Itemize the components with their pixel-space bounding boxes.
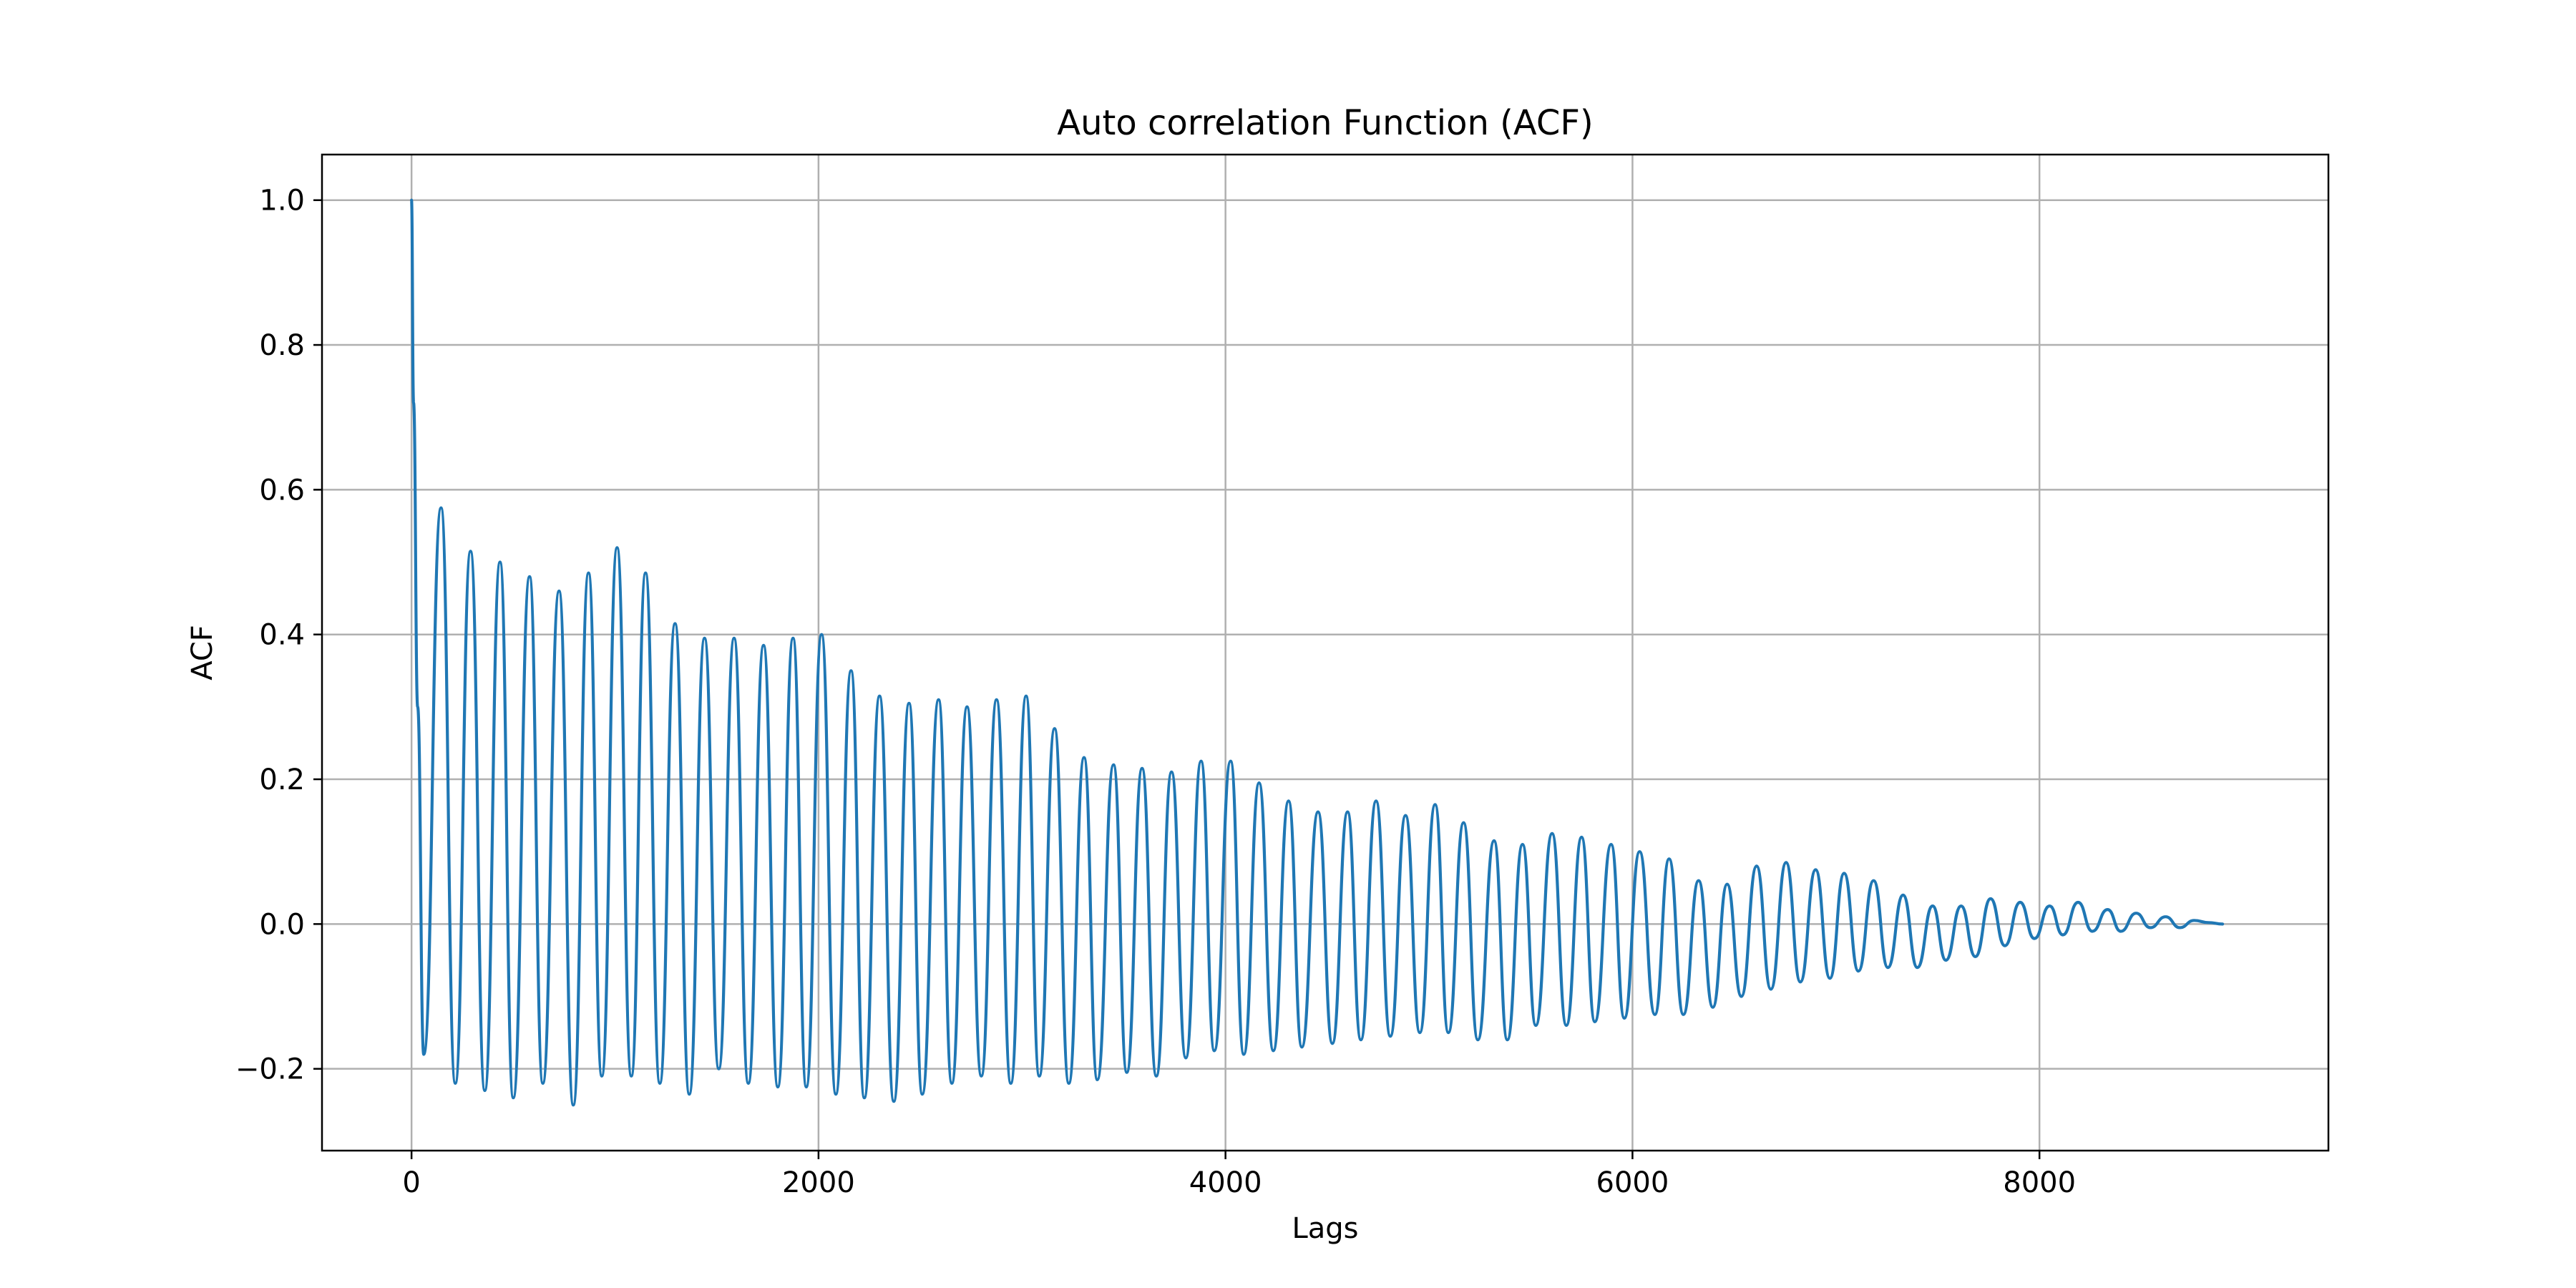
x-tick-label: 2000: [782, 1166, 855, 1199]
x-axis: 0 2000 4000 6000 8000: [402, 1151, 2076, 1199]
axes-frame: [321, 153, 2330, 1152]
x-axis-label: Lags: [1292, 1212, 1358, 1245]
y-tick-label: 0.8: [259, 329, 305, 362]
y-axis: −0.2 0.0 0.2 0.4 0.6 0.8 1.0: [235, 185, 322, 1086]
plot-area: [410, 198, 2225, 1107]
y-tick-label: 0.2: [259, 763, 305, 796]
y-tick-label: −0.2: [235, 1053, 305, 1086]
chart-title: Auto correlation Function (ACF): [1057, 103, 1594, 143]
x-tick-label: 8000: [2003, 1166, 2076, 1199]
acf-series-line: [410, 198, 2225, 1107]
y-axis-label: ACF: [186, 625, 219, 680]
y-tick-label: 0.0: [259, 908, 305, 941]
y-tick-label: 0.6: [259, 474, 305, 507]
x-tick-label: 6000: [1596, 1166, 1669, 1199]
y-tick-label: 1.0: [259, 185, 305, 218]
x-tick-label: 0: [402, 1166, 420, 1199]
x-tick-label: 4000: [1189, 1166, 1262, 1199]
y-tick-label: 0.4: [259, 619, 305, 652]
